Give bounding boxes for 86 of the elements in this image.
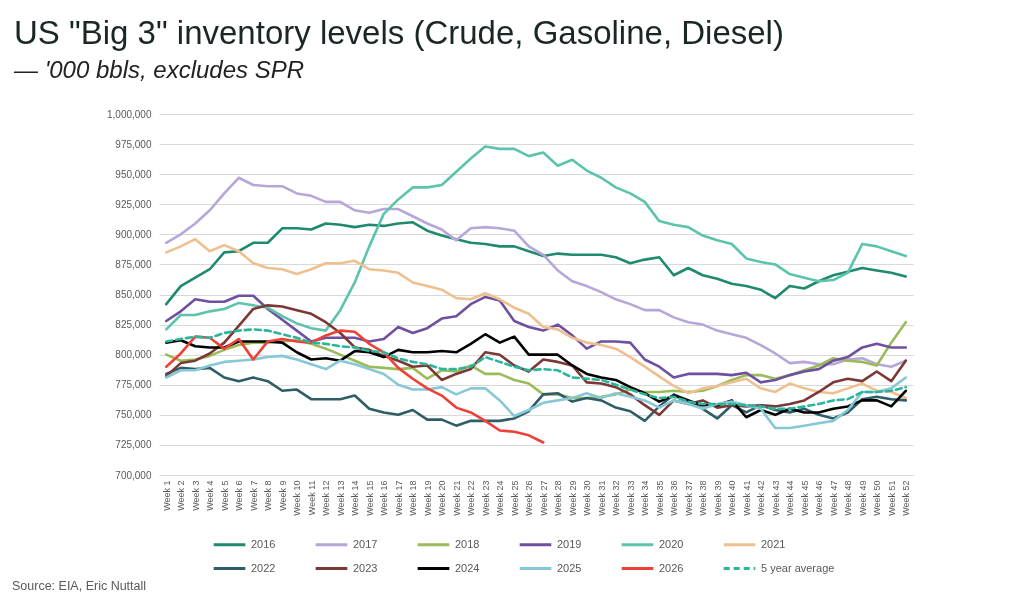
x-tick-label: Week 43 <box>770 480 781 516</box>
y-tick-label: 750,000 <box>115 409 152 421</box>
chart-subtitle: — '000 bbls, excludes SPR <box>13 56 305 83</box>
line-series <box>164 237 908 400</box>
legend-label: 2021 <box>761 537 786 550</box>
y-tick-label: 800,000 <box>115 349 152 361</box>
x-tick-label: Week 38 <box>698 480 709 516</box>
x-tick-label: Week 50 <box>872 480 883 516</box>
y-tick-label: 950,000 <box>115 168 152 180</box>
x-tick-label: Week 48 <box>843 480 854 516</box>
y-tick-label: 775,000 <box>115 379 152 391</box>
x-tick-label: Week 24 <box>495 480 506 516</box>
y-tick-label: 975,000 <box>115 138 152 150</box>
x-tick-label: Week 13 <box>335 480 346 516</box>
x-tick-label: Week 23 <box>480 480 491 516</box>
x-tick-label: Week 2 <box>176 480 187 511</box>
x-tick-label: Week 21 <box>451 480 462 516</box>
x-tick-label: Week 39 <box>712 480 723 516</box>
x-tick-label: Week 51 <box>886 480 897 516</box>
x-tick-label: Week 36 <box>669 480 680 516</box>
y-tick-label: 725,000 <box>115 439 152 451</box>
x-tick-label: Week 49 <box>857 480 868 516</box>
x-tick-label: Week 12 <box>321 480 332 516</box>
legend-label: 2025 <box>557 561 582 574</box>
x-tick-label: Week 37 <box>683 480 694 516</box>
y-tick-label: 825,000 <box>115 319 152 331</box>
x-tick-label: Week 4 <box>205 480 216 511</box>
y-tick-label: 850,000 <box>115 289 152 300</box>
x-tick-label: Week 6 <box>234 480 245 511</box>
x-tick-label: Week 26 <box>524 480 535 516</box>
y-tick-label: 700,000 <box>115 469 152 481</box>
line-series <box>164 354 908 430</box>
line-series <box>164 329 545 444</box>
x-tick-label: Week 25 <box>509 480 520 516</box>
x-tick-label: Week 31 <box>596 480 607 516</box>
x-tick-label: Week 18 <box>408 480 419 516</box>
x-tick-label: Week 27 <box>538 480 549 516</box>
x-tick-label: Week 15 <box>364 480 375 516</box>
x-tick-label: Week 33 <box>625 480 636 516</box>
x-tick-label: Week 46 <box>814 480 825 516</box>
legend-label: 2024 <box>455 561 480 574</box>
line-series <box>164 294 908 384</box>
y-tick-label: 900,000 <box>115 228 152 240</box>
x-tick-label: Week 45 <box>799 480 810 516</box>
x-tick-label: Week 17 <box>393 480 404 516</box>
legend-label: 2018 <box>455 537 480 550</box>
x-tick-label: Week 9 <box>277 480 288 511</box>
x-tick-label: Week 10 <box>292 480 303 516</box>
x-tick-label: Week 44 <box>785 480 796 516</box>
legend-label: 2023 <box>353 561 378 574</box>
legend-label: 2020 <box>659 537 684 550</box>
x-tick-label: Week 40 <box>727 480 738 516</box>
x-tick-label: Week 20 <box>437 480 448 516</box>
legend-label: 2019 <box>557 537 582 550</box>
x-tick-label: Week 3 <box>190 480 201 511</box>
x-tick-label: Week 28 <box>553 480 564 516</box>
x-tick-label: Week 47 <box>828 480 839 516</box>
y-tick-label: 875,000 <box>115 258 152 270</box>
legend-label: 5 year average <box>761 561 835 574</box>
x-tick-label: Week 41 <box>741 480 752 516</box>
legend-label: 2022 <box>251 561 276 574</box>
x-tick-label: Week 30 <box>582 480 593 516</box>
line-series <box>164 221 908 306</box>
x-tick-label: Week 11 <box>306 480 317 516</box>
legend-label: 2016 <box>251 537 276 550</box>
x-tick-label: Week 42 <box>756 480 767 516</box>
x-tick-label: Week 8 <box>263 480 274 511</box>
x-tick-label: Week 19 <box>422 480 433 516</box>
x-tick-label: Week 5 <box>219 480 230 511</box>
x-tick-label: Week 52 <box>901 480 912 516</box>
y-tick-label: 925,000 <box>115 198 152 210</box>
line-series <box>164 145 908 332</box>
x-tick-label: Week 22 <box>466 480 477 516</box>
x-tick-label: Week 29 <box>567 480 578 516</box>
x-tick-label: Week 1 <box>161 480 172 511</box>
chart-title: US "Big 3" inventory levels (Crude, Gasoline, Diesel) <box>14 14 784 51</box>
legend-label: 2017 <box>353 537 378 550</box>
source-note: Source: EIA, Eric Nuttall <box>12 579 147 593</box>
legend-label: 2026 <box>659 561 684 574</box>
x-tick-label: Week 14 <box>350 480 361 516</box>
x-tick-label: Week 32 <box>611 480 622 516</box>
x-tick-label: Week 7 <box>248 480 259 511</box>
x-tick-label: Week 35 <box>654 480 665 516</box>
y-tick-label: 1,000,000 <box>107 108 152 120</box>
x-tick-label: Week 16 <box>379 480 390 516</box>
x-tick-label: Week 34 <box>640 480 651 516</box>
